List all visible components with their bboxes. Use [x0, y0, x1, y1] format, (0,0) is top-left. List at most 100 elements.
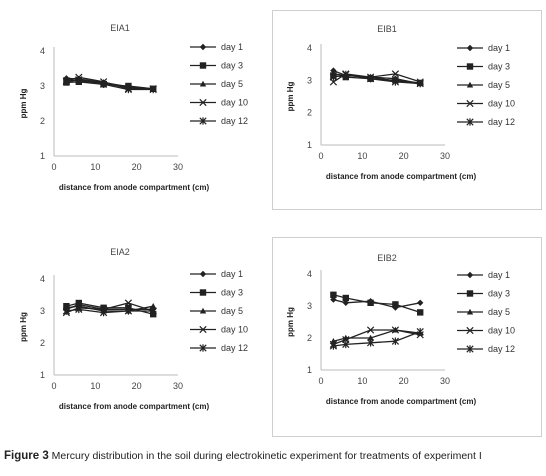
y-tick-label: 3 [40, 306, 45, 316]
legend-item-day-5: day 5 [457, 307, 510, 317]
data-point-day-1 [342, 299, 349, 306]
legend-marker [199, 43, 207, 51]
data-point-day-5 [150, 303, 157, 309]
figure-caption: Figure 3 Mercury distribution in the soi… [4, 450, 544, 462]
y-tick-label: 1 [40, 370, 45, 380]
data-point-day-3 [417, 309, 424, 316]
chart-title-eia1: EIA1 [110, 23, 130, 33]
x-tick-label: 20 [132, 381, 142, 391]
legend-marker [199, 80, 207, 87]
legend-marker [199, 270, 207, 278]
data-point-day-12 [342, 70, 350, 79]
x-tick-label: 30 [173, 381, 183, 391]
chart-svg-eib1: EIB1 1 2 3 4 0 10 20 30 ppm Hg distance from anode… [286, 24, 515, 181]
y-tick-label: 2 [307, 108, 312, 118]
legend-label: day 3 [221, 61, 243, 71]
legend-label: day 10 [221, 325, 248, 335]
legend-marker [466, 308, 474, 315]
legend-marker [199, 325, 207, 334]
y-tick-label: 1 [307, 365, 312, 375]
legend-marker [466, 99, 474, 108]
legend-item-day-10: day 10 [457, 99, 515, 109]
legend-label: day 5 [488, 307, 510, 317]
y-axis-label-eia2: ppm Hg [19, 312, 28, 342]
legend-item-day-12: day 12 [457, 344, 515, 354]
legend-marker [466, 118, 474, 126]
y-tick-label: 1 [307, 140, 312, 150]
legend-item-day-5: day 5 [190, 79, 243, 89]
x-tick-label: 10 [357, 376, 367, 386]
legend-marker [466, 44, 474, 52]
legend-label: day 1 [221, 269, 243, 279]
figure-number: Figure 3 [4, 450, 49, 462]
chart-title-eia2: EIA2 [110, 247, 130, 257]
legend-item-day-1: day 1 [457, 270, 510, 280]
legend-marker [199, 344, 207, 352]
legend-item-day-12: day 12 [190, 116, 248, 126]
legend-marker [199, 289, 207, 296]
y-axis-label-eia1: ppm Hg [19, 89, 28, 119]
y-tick-label: 3 [307, 301, 312, 311]
data-point-day-10 [391, 70, 400, 78]
x-tick-label: 30 [440, 376, 450, 386]
y-tick-label: 1 [40, 151, 45, 161]
legend-item-day-1: day 1 [190, 42, 243, 52]
chart-title-eib2: EIB2 [377, 253, 397, 263]
data-point-day-12 [149, 85, 157, 94]
data-point-day-12 [391, 78, 400, 86]
chart-title-eib1: EIB1 [377, 24, 397, 34]
y-tick-label: 2 [40, 338, 45, 348]
data-point-day-12 [124, 85, 133, 94]
x-axis-label-eia2: distance from anode compartment (cm) [59, 402, 210, 411]
y-tick-label: 2 [40, 116, 45, 126]
figure-caption-text: Mercury distribution in the soil during … [51, 450, 482, 462]
data-point-day-12 [75, 76, 83, 84]
legend-item-day-10: day 10 [457, 326, 515, 336]
y-tick-label: 4 [40, 274, 45, 284]
legend-marker [199, 62, 207, 69]
legend-label: day 3 [221, 288, 243, 298]
x-tick-label: 30 [173, 162, 183, 172]
data-point-day-12 [416, 327, 424, 336]
legend-item-day-3: day 3 [190, 288, 243, 298]
x-tick-label: 10 [357, 151, 367, 161]
legend-label: day 12 [488, 117, 515, 127]
chart-panel-eib2: EIB2 1 2 3 4 0 10 20 30 ppm Hg distance from anode… [272, 237, 542, 437]
legend-label: day 1 [488, 43, 510, 53]
legend-item-day-12: day 12 [457, 117, 515, 127]
legend-label: day 3 [488, 62, 510, 72]
legend-marker [466, 63, 474, 70]
legend-marker [466, 345, 474, 353]
legend-label: day 10 [488, 326, 515, 336]
legend-label: day 12 [488, 344, 515, 354]
data-point-day-12 [62, 78, 71, 86]
legend-label: day 10 [488, 99, 515, 109]
y-axis-label-eib2: ppm Hg [286, 307, 295, 337]
data-point-day-12 [391, 337, 400, 345]
data-point-day-1 [330, 67, 337, 74]
legend-label: day 5 [221, 306, 243, 316]
data-point-day-12 [75, 305, 83, 314]
data-point-day-12 [99, 308, 108, 317]
legend-label: day 10 [221, 98, 248, 108]
legend-label: day 5 [221, 79, 243, 89]
legend-item-day-3: day 3 [457, 62, 510, 72]
x-tick-label: 20 [399, 376, 409, 386]
y-axis-label-eib1: ppm Hg [286, 82, 295, 112]
data-point-day-5 [367, 334, 374, 341]
data-point-day-3 [367, 299, 374, 306]
chart-panel-eib1: EIB1 1 2 3 4 0 10 20 30 ppm Hg distance from anode… [272, 10, 542, 210]
legend-label: day 1 [488, 270, 510, 280]
data-point-day-10 [366, 326, 375, 334]
y-tick-label: 4 [307, 269, 312, 279]
legend-marker [199, 117, 207, 125]
legend-item-day-5: day 5 [457, 80, 510, 90]
legend-item-day-10: day 10 [190, 325, 248, 335]
legend-marker [199, 98, 207, 107]
legend-marker [466, 81, 474, 88]
data-point-day-12 [149, 307, 157, 315]
legend-label: day 12 [221, 343, 248, 353]
data-point-day-10 [391, 326, 400, 334]
y-tick-label: 3 [307, 75, 312, 85]
legend-item-day-1: day 1 [190, 269, 243, 279]
